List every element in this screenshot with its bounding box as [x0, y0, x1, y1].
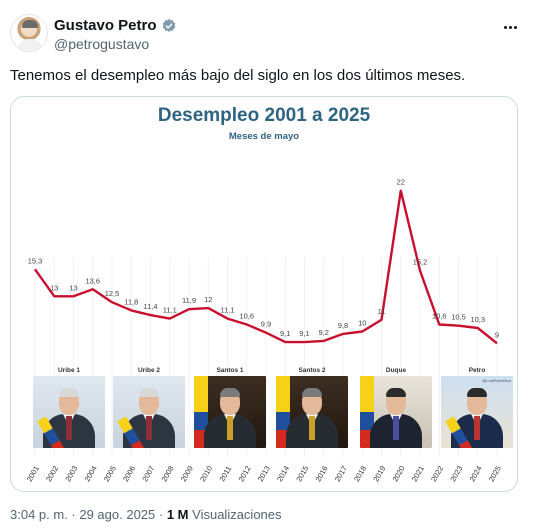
- data-label: 12,5: [105, 289, 120, 298]
- series-line: [34, 189, 498, 345]
- more-options-icon[interactable]: [499, 17, 521, 37]
- footer-separator: ·: [155, 507, 167, 522]
- x-tick-label: 2023: [448, 464, 464, 483]
- x-tick-label: 2024: [468, 464, 484, 483]
- x-tick-label: 2003: [63, 464, 79, 483]
- president-panel: Santos 1: [194, 365, 266, 453]
- x-tick-label: 2014: [275, 464, 291, 483]
- data-label: 10,6: [432, 311, 447, 320]
- data-label: 11,1: [220, 306, 234, 315]
- president-panel: Duque: [360, 365, 432, 453]
- data-label: 10,6: [239, 311, 254, 320]
- data-label: 9,9: [261, 320, 271, 329]
- x-tick-label: 2008: [160, 464, 176, 483]
- president-label: Petro: [468, 367, 486, 374]
- data-label: 11,1: [163, 306, 177, 315]
- data-label: 13: [50, 283, 58, 292]
- data-label: 9,1: [280, 329, 290, 338]
- data-label: 11,4: [143, 302, 157, 311]
- president-panel: Petro @LuisPetroMod: [441, 365, 513, 453]
- data-label: 11: [378, 307, 386, 316]
- president-panel: Uribe 1: [33, 365, 105, 453]
- data-label: 9,8: [338, 321, 348, 330]
- avatar[interactable]: [10, 14, 48, 52]
- x-tick-label: 2025: [487, 464, 503, 483]
- president-photo: [33, 376, 105, 448]
- president-panel: Santos 2: [276, 365, 348, 453]
- x-tick-label: 2005: [102, 464, 118, 483]
- author-name-row[interactable]: Gustavo Petro: [54, 17, 177, 34]
- data-label: 13: [69, 283, 77, 292]
- data-label: 10,3: [470, 315, 485, 324]
- x-tick-label: 2001: [25, 464, 41, 483]
- president-photo: [360, 376, 432, 448]
- president-label: Uribe 1: [57, 367, 81, 374]
- x-tick-label: 2011: [217, 465, 233, 483]
- author-handle[interactable]: @petrogustavo: [54, 36, 150, 52]
- president-label: Santos 1: [216, 367, 244, 374]
- photo-credit: @LuisPetroMod: [482, 378, 511, 383]
- president-photo: @LuisPetroMod: [441, 376, 513, 448]
- x-tick-label: 2004: [83, 464, 99, 483]
- timestamp[interactable]: 3:04 p. m. · 29 ago. 2025: [10, 507, 156, 522]
- chart-title: Desempleo 2001 a 2025: [157, 105, 371, 126]
- data-label: 15,3: [28, 256, 43, 265]
- president-label: Uribe 2: [137, 367, 161, 374]
- data-label: 22: [397, 178, 405, 187]
- x-tick-label: 2007: [140, 464, 156, 483]
- x-tick-label: 2019: [371, 464, 387, 483]
- data-label: 11,8: [124, 297, 138, 306]
- tweet-text: Tenemos el desempleo más bajo del siglo …: [10, 67, 466, 84]
- data-label: 10: [358, 319, 366, 328]
- views-count: 1 M: [166, 507, 189, 522]
- president-photo: [113, 376, 185, 448]
- data-label: 9,1: [299, 329, 309, 338]
- x-tick-label: 2022: [429, 464, 445, 483]
- data-label: 11,9: [182, 296, 196, 305]
- x-tick-label: 2016: [314, 464, 330, 483]
- president-panel: Uribe 2: [113, 365, 185, 453]
- data-label: 10,5: [451, 313, 466, 322]
- president-label: Santos 2: [298, 367, 326, 374]
- x-tick-label: 2006: [121, 464, 137, 483]
- x-tick-label: 2010: [198, 464, 214, 483]
- tweet-footer: 3:04 p. m. · 29 ago. 2025 · 1 M Visualiz…: [10, 507, 282, 522]
- data-label: 12: [204, 295, 212, 304]
- author-name[interactable]: Gustavo Petro: [54, 17, 157, 34]
- data-label: 15,2: [413, 258, 428, 267]
- chart-subtitle: Meses de mayo: [228, 131, 300, 142]
- x-tick-label: 2013: [256, 464, 272, 483]
- president-label: Duque: [385, 367, 407, 374]
- x-tick-label: 2015: [294, 464, 310, 483]
- views-label: Visualizaciones: [192, 507, 282, 522]
- x-tick-label: 2017: [333, 464, 349, 483]
- data-label: 13,6: [85, 276, 100, 285]
- x-tick-label: 2018: [352, 464, 368, 483]
- x-tick-label: 2002: [44, 464, 60, 483]
- verified-badge-icon: [162, 18, 175, 32]
- tweet-image[interactable]: Desempleo 2001 a 2025 Meses de mayo 15,3…: [10, 96, 518, 492]
- data-label: 9,2: [319, 328, 329, 337]
- x-tick-label: 2021: [410, 464, 426, 483]
- president-photo: [276, 376, 348, 448]
- x-tick-label: 2012: [237, 464, 253, 483]
- x-tick-label: 2020: [391, 464, 407, 483]
- president-photo: [194, 376, 266, 448]
- x-tick-label: 2009: [179, 464, 195, 483]
- tweet-header: Gustavo Petro @petrogustavo: [10, 14, 523, 54]
- data-label: 9: [495, 330, 499, 339]
